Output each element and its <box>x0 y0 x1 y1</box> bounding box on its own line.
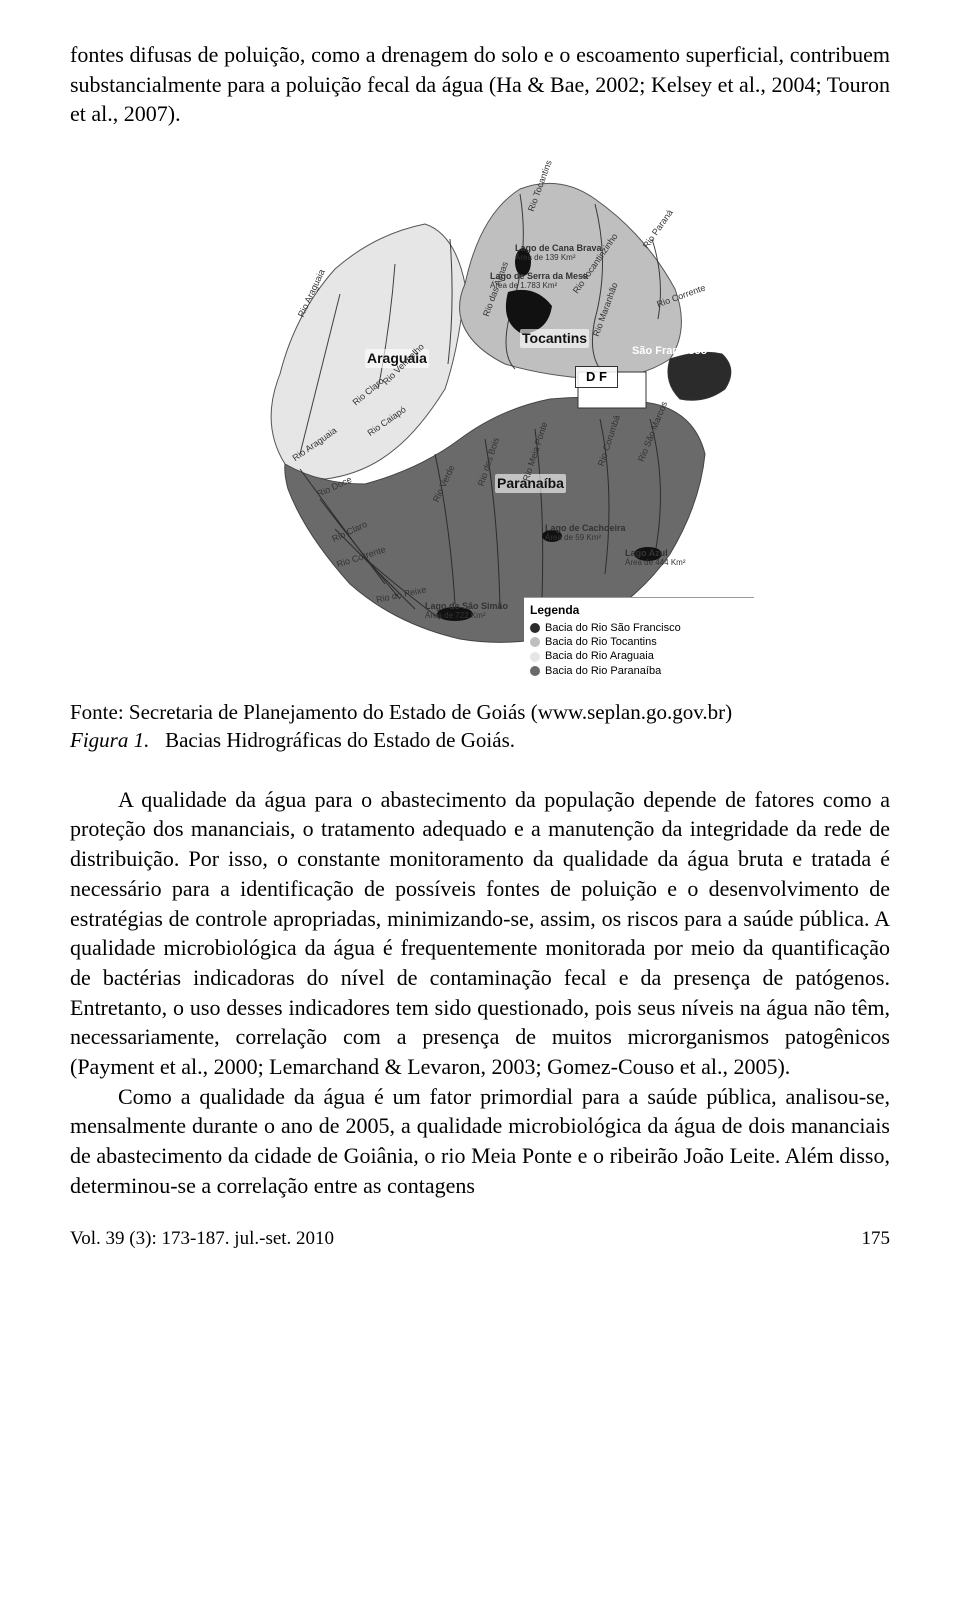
legend-label: Bacia do Rio Tocantins <box>545 635 657 649</box>
lake-label: Lago AzulÁrea de 444 Km² <box>625 549 685 567</box>
legend-label: Bacia do Rio Paranaíba <box>545 664 661 678</box>
figure-number: Figura 1. <box>70 728 149 752</box>
basin-label-tocantins: Tocantins <box>520 329 589 348</box>
page-footer: Vol. 39 (3): 173-187. jul.-set. 2010 175 <box>70 1226 890 1252</box>
lake-label: Lago de CachoeiraÁrea de 59 Km² <box>545 524 626 542</box>
legend-item: Bacia do Rio Araguaia <box>530 649 748 663</box>
basin-label-sf: São Francisco <box>630 344 709 359</box>
legend-label: Bacia do Rio Araguaia <box>545 649 654 663</box>
basin-sao-francisco <box>668 352 731 400</box>
map-legend: Legenda Bacia do Rio São FranciscoBacia … <box>524 597 754 684</box>
figure-source: Fonte: Secretaria de Planejamento do Est… <box>70 698 890 726</box>
figure-title-line: Figura 1. Bacias Hidrográficas do Estado… <box>70 726 890 754</box>
footer-page-number: 175 <box>862 1226 891 1252</box>
lake-label: Lago de Serra da MesaÁrea de 1.783 Km² <box>490 272 588 290</box>
legend-item: Bacia do Rio Paranaíba <box>530 664 748 678</box>
legend-swatch <box>530 652 540 662</box>
legend-item: Bacia do Rio Tocantins <box>530 635 748 649</box>
lake-label: Lago de Cana BravaÁrea de 139 Km² <box>515 244 602 262</box>
figure-1: AraguaiaTocantinsParanaíbaSão Francisco … <box>70 154 890 775</box>
legend-swatch <box>530 623 540 633</box>
legend-label: Bacia do Rio São Francisco <box>545 621 681 635</box>
top-paragraph: fontes difusas de poluição, como a drena… <box>70 40 890 129</box>
map-image: AraguaiaTocantinsParanaíbaSão Francisco … <box>200 154 760 684</box>
legend-swatch <box>530 637 540 647</box>
body-paragraph-1: A qualidade da água para o abastecimento… <box>70 785 890 1082</box>
lake-label: Lago de São SimãoÁrea de 722 Km² <box>425 602 508 620</box>
legend-title: Legenda <box>530 602 748 618</box>
legend-swatch <box>530 666 540 676</box>
legend-item: Bacia do Rio São Francisco <box>530 621 748 635</box>
df-label: D F <box>575 366 618 388</box>
figure-title: Bacias Hidrográficas do Estado de Goiás. <box>165 728 515 752</box>
figure-caption: Fonte: Secretaria de Planejamento do Est… <box>70 698 890 755</box>
footer-issue: Vol. 39 (3): 173-187. jul.-set. 2010 <box>70 1226 334 1252</box>
body-paragraph-2: Como a qualidade da água é um fator prim… <box>70 1082 890 1201</box>
